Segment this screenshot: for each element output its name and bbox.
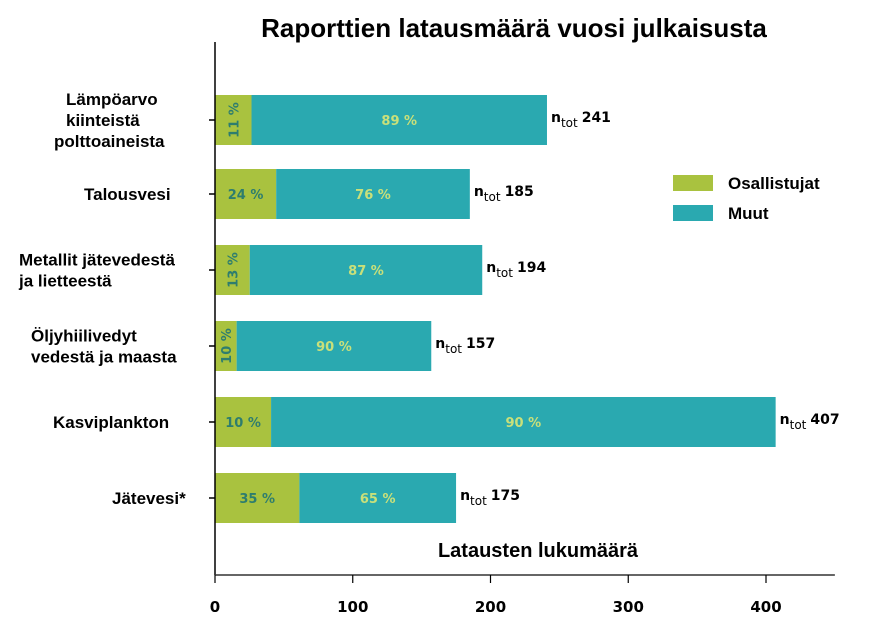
total-label: ntot 241 xyxy=(551,110,611,130)
x-tick-label: 200 xyxy=(475,598,506,616)
category-label: Jätevesi* xyxy=(112,489,186,508)
total-label: ntot 407 xyxy=(780,412,840,432)
axes-group: 0 100 200 300 400 xyxy=(209,42,835,616)
category-label: Lämpöarvo kiinteistä polttoaineista xyxy=(54,90,165,151)
data-label-osallistujat: 35 % xyxy=(239,492,275,507)
bar-segment-muut xyxy=(249,245,483,295)
data-label-muut: 76 % xyxy=(355,188,391,203)
data-label-muut: 89 % xyxy=(381,114,417,129)
legend: Osallistujat Muut xyxy=(673,174,820,223)
legend-label-muut: Muut xyxy=(728,204,769,223)
data-label-osallistujat: 13 % xyxy=(226,252,241,288)
bar-segment-osallistujat xyxy=(215,321,237,371)
category-label: Talousvesi xyxy=(84,185,171,204)
bar-segment-osallistujat xyxy=(215,473,300,523)
bar-segment-muut xyxy=(271,397,776,447)
category-labels: Lämpöarvo kiinteistä polttoaineista Talousv… xyxy=(18,90,186,508)
data-label-muut: 65 % xyxy=(360,492,396,507)
category-label: Öljyhiilivedyt vedestä ja maasta xyxy=(31,327,177,367)
data-label-osallistujat: 24 % xyxy=(228,188,264,203)
x-tick-label: 300 xyxy=(613,598,644,616)
total-label: ntot 157 xyxy=(435,336,495,356)
legend-swatch-osallistujat xyxy=(673,175,713,191)
bar-segment-muut xyxy=(251,95,547,145)
data-label-osallistujat: 10 % xyxy=(220,328,235,364)
bar-segment-osallistujat xyxy=(215,169,277,219)
data-label-muut: 90 % xyxy=(316,340,352,355)
legend-label-osallistujat: Osallistujat xyxy=(728,174,820,193)
bar-segment-osallistujat xyxy=(215,95,252,145)
x-tick-label: 0 xyxy=(210,598,220,616)
x-tick-label: 100 xyxy=(337,598,368,616)
chart-title: Raporttien latausmäärä vuosi julkaisusta xyxy=(261,13,767,43)
total-label: ntot 194 xyxy=(486,260,546,280)
category-label: Kasviplankton xyxy=(53,413,169,432)
data-label-muut: 87 % xyxy=(348,264,384,279)
total-label: ntot 185 xyxy=(474,184,534,204)
bar-segment-osallistujat xyxy=(215,397,272,447)
legend-swatch-muut xyxy=(673,205,713,221)
bar-segment-muut xyxy=(236,321,432,371)
x-tick-label: 400 xyxy=(750,598,781,616)
total-label: ntot 175 xyxy=(460,488,520,508)
category-label: Metallit jätevedestä ja lietteestä xyxy=(18,251,175,291)
bar-segment-osallistujat xyxy=(215,245,250,295)
bars-group: 11 % 89 % ntot 241 24 % 76 % ntot 185 13 % 87 % nt… xyxy=(215,95,840,523)
bar-segment-muut xyxy=(276,169,470,219)
x-axis-label: Latausten lukumäärä xyxy=(438,540,639,562)
bar-segment-muut xyxy=(299,473,457,523)
data-label-osallistujat: 11 % xyxy=(227,102,242,138)
data-label-osallistujat: 10 % xyxy=(225,416,261,431)
data-label-muut: 90 % xyxy=(506,416,542,431)
